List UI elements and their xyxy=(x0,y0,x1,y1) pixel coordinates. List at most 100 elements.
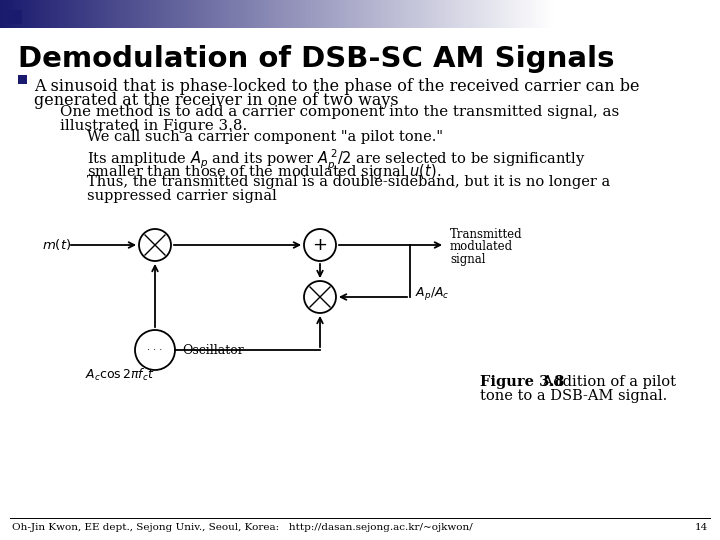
Bar xyxy=(655,0,658,28)
Bar xyxy=(71,0,73,28)
Bar xyxy=(294,0,296,28)
Bar xyxy=(53,0,55,28)
Text: $A_c \cos 2\pi f_c t$: $A_c \cos 2\pi f_c t$ xyxy=(85,367,155,383)
Bar xyxy=(521,0,523,28)
Bar xyxy=(716,0,719,28)
Bar xyxy=(691,0,694,28)
Bar xyxy=(486,0,489,28)
Bar xyxy=(576,0,579,28)
Bar xyxy=(184,0,186,28)
Bar xyxy=(582,0,584,28)
Bar xyxy=(145,0,148,28)
Bar xyxy=(289,0,292,28)
Text: Figure 3.8: Figure 3.8 xyxy=(480,375,564,389)
Bar xyxy=(647,0,649,28)
Bar xyxy=(79,0,82,28)
Bar xyxy=(628,0,631,28)
Bar xyxy=(709,0,712,28)
Bar xyxy=(405,0,408,28)
Bar xyxy=(590,0,593,28)
Bar xyxy=(133,0,136,28)
Bar xyxy=(403,0,406,28)
Bar xyxy=(702,0,705,28)
Bar xyxy=(569,0,572,28)
Bar xyxy=(261,0,264,28)
Text: · · ·: · · · xyxy=(148,345,163,355)
Text: signal: signal xyxy=(450,253,485,266)
Bar xyxy=(18,0,21,28)
Bar xyxy=(193,0,195,28)
Bar xyxy=(351,0,354,28)
Bar xyxy=(187,0,190,28)
Bar xyxy=(517,0,519,28)
Bar xyxy=(81,0,84,28)
Bar xyxy=(4,0,6,28)
Bar xyxy=(23,0,26,28)
Bar xyxy=(662,0,665,28)
Bar xyxy=(533,0,536,28)
Bar xyxy=(389,0,392,28)
Bar xyxy=(0,0,3,28)
Bar xyxy=(644,0,647,28)
Bar xyxy=(252,0,255,28)
Bar xyxy=(572,0,575,28)
Bar xyxy=(536,0,539,28)
Bar xyxy=(299,0,302,28)
Bar xyxy=(95,0,98,28)
Bar xyxy=(679,0,681,28)
Bar xyxy=(587,0,590,28)
Bar xyxy=(421,0,424,28)
Bar xyxy=(619,0,622,28)
Bar xyxy=(711,0,714,28)
Bar xyxy=(541,0,544,28)
Bar xyxy=(488,0,490,28)
Bar xyxy=(50,0,53,28)
Bar xyxy=(601,0,604,28)
Bar xyxy=(671,0,674,28)
Bar xyxy=(301,0,303,28)
Bar xyxy=(302,0,305,28)
Bar xyxy=(675,0,678,28)
Bar xyxy=(565,0,568,28)
Bar xyxy=(85,0,87,28)
Bar xyxy=(652,0,654,28)
Bar xyxy=(114,0,116,28)
Bar xyxy=(329,0,332,28)
Bar xyxy=(484,0,487,28)
Bar xyxy=(216,0,219,28)
Bar xyxy=(125,0,127,28)
Bar xyxy=(670,0,672,28)
Bar xyxy=(324,0,327,28)
Bar xyxy=(115,0,118,28)
Bar xyxy=(108,0,111,28)
Bar xyxy=(397,0,400,28)
Bar xyxy=(205,0,208,28)
Bar xyxy=(632,0,634,28)
Bar xyxy=(598,0,600,28)
Bar xyxy=(259,0,262,28)
Bar xyxy=(74,174,80,180)
Bar xyxy=(174,0,177,28)
Bar xyxy=(362,0,364,28)
Bar xyxy=(546,0,548,28)
Bar xyxy=(151,0,154,28)
Bar xyxy=(534,0,537,28)
Bar xyxy=(557,0,559,28)
Bar xyxy=(563,0,566,28)
Bar xyxy=(7,0,10,28)
Bar xyxy=(666,0,669,28)
Bar xyxy=(383,0,386,28)
Bar xyxy=(355,0,357,28)
Bar xyxy=(693,0,696,28)
Bar xyxy=(668,0,670,28)
Bar xyxy=(621,0,624,28)
Bar xyxy=(121,0,123,28)
Bar xyxy=(265,0,267,28)
Bar xyxy=(463,0,465,28)
Bar xyxy=(245,0,248,28)
Text: We call such a carrier component "a pilot tone.": We call such a carrier component "a pilo… xyxy=(87,130,443,144)
Bar xyxy=(475,0,478,28)
Bar xyxy=(503,0,505,28)
Bar xyxy=(344,0,346,28)
Bar xyxy=(73,0,76,28)
